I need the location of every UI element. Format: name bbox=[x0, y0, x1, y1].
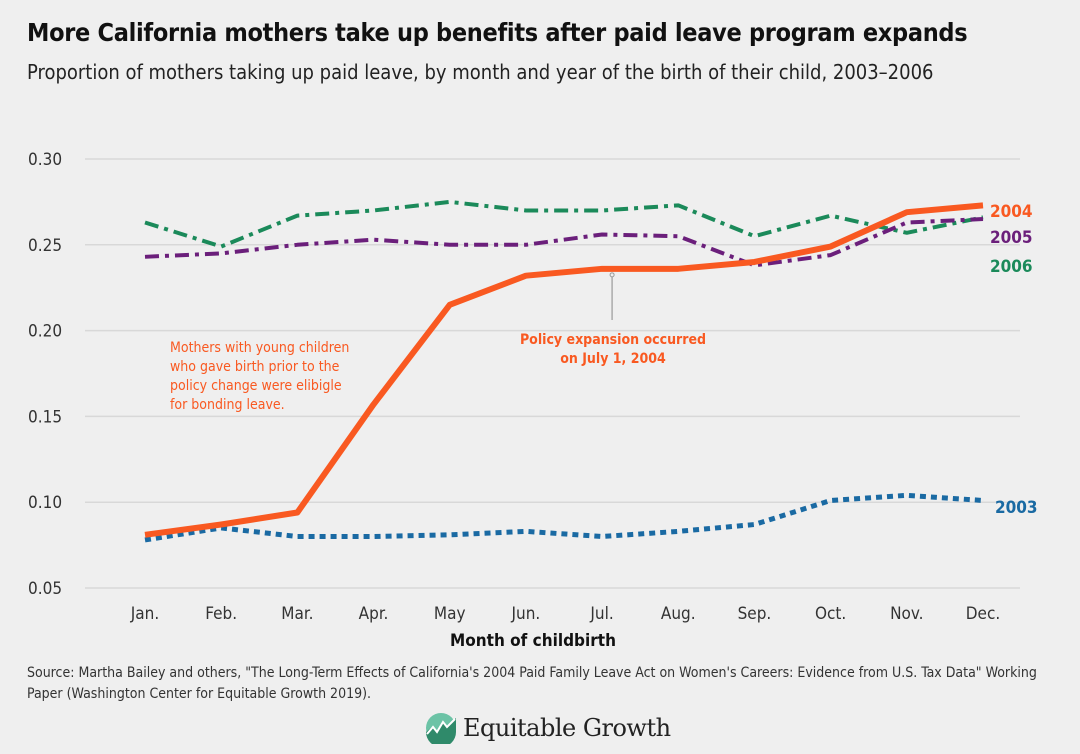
logo-text: Equitable Growth bbox=[463, 714, 671, 742]
y-tick-label: 0.15 bbox=[28, 407, 62, 427]
series-labels: 2003 2006 2005 2004 bbox=[990, 202, 1038, 518]
x-tick-label: May bbox=[434, 604, 466, 624]
annotations: Mothers with young children who gave birt… bbox=[170, 272, 706, 413]
annotation-policy-expansion: on July 1, 2004 bbox=[560, 351, 666, 367]
x-tick-label: Dec. bbox=[966, 604, 1000, 624]
x-tick-label: Apr. bbox=[359, 604, 389, 624]
logo-icon bbox=[426, 713, 456, 744]
series-label-2004: 2004 bbox=[990, 202, 1033, 222]
x-tick-label: Nov. bbox=[890, 604, 923, 624]
annotation-marker bbox=[609, 272, 615, 278]
x-tick-label: Sep. bbox=[738, 604, 772, 624]
series-line-2004 bbox=[144, 202, 984, 538]
annotation-prior-mothers: Mothers with young children bbox=[170, 340, 349, 356]
y-tick-label: 0.25 bbox=[28, 236, 62, 256]
chart-subtitle: Proportion of mothers taking up paid lea… bbox=[27, 60, 934, 84]
x-tick-label: Aug. bbox=[661, 604, 696, 624]
x-axis-label: Month of childbirth bbox=[450, 631, 616, 651]
x-axis-ticks: Jan. Feb. Mar. Apr. May Jun. Jul. Aug. Sep. Oct. N… bbox=[130, 604, 1000, 624]
x-tick-label: Jan. bbox=[130, 604, 159, 624]
line-chart: 0.30 0.25 0.20 0.15 0.10 0.05 Jan. Feb. Mar. Apr… bbox=[28, 150, 1038, 651]
series-label-2006: 2006 bbox=[990, 257, 1033, 277]
x-tick-label: Jul. bbox=[589, 604, 613, 624]
annotation-prior-mothers: who gave birth prior to the bbox=[170, 359, 340, 375]
y-tick-label: 0.30 bbox=[28, 150, 62, 170]
y-tick-label: 0.10 bbox=[28, 493, 62, 513]
series-label-2005: 2005 bbox=[990, 228, 1033, 248]
y-tick-label: 0.05 bbox=[28, 579, 62, 599]
equitable-growth-logo: Equitable Growth bbox=[425, 712, 671, 744]
series-line-2005 bbox=[144, 217, 984, 268]
x-tick-label: Mar. bbox=[281, 604, 313, 624]
annotation-prior-mothers: for bonding leave. bbox=[170, 397, 285, 413]
y-tick-label: 0.20 bbox=[28, 322, 62, 342]
grid bbox=[85, 158, 1020, 589]
y-axis-ticks: 0.30 0.25 0.20 0.15 0.10 0.05 bbox=[28, 150, 62, 599]
series-lines bbox=[144, 199, 984, 543]
source-note: Source: Martha Bailey and others, "The L… bbox=[27, 665, 1037, 702]
series-line-2006 bbox=[144, 199, 984, 249]
x-tick-label: Jun. bbox=[511, 604, 541, 624]
x-tick-label: Oct. bbox=[815, 604, 846, 624]
annotation-policy-expansion: Policy expansion occurred bbox=[520, 332, 706, 348]
annotation-prior-mothers: policy change were elibigle bbox=[170, 378, 342, 394]
x-tick-label: Feb. bbox=[205, 604, 237, 624]
chart-title: More California mothers take up benefits… bbox=[27, 18, 968, 47]
series-label-2003: 2003 bbox=[995, 498, 1038, 518]
series-line-2003 bbox=[144, 492, 984, 543]
